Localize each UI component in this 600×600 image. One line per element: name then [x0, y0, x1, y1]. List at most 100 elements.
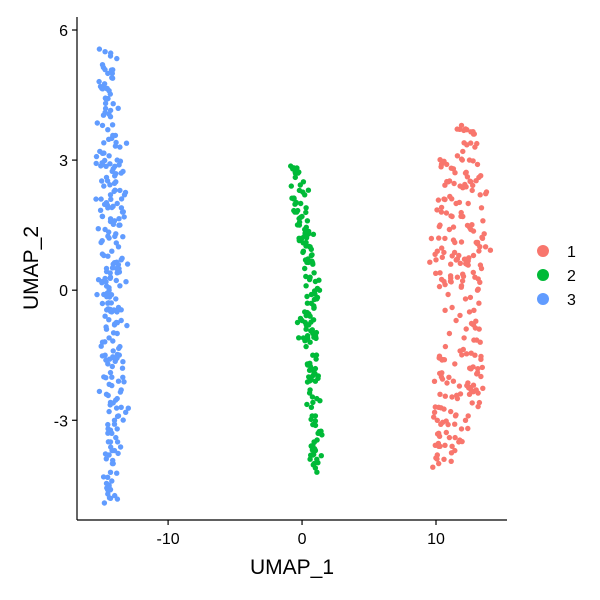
point-cluster-2: [292, 201, 298, 207]
point-cluster-1: [454, 126, 460, 132]
point-cluster-2: [318, 453, 324, 459]
point-cluster-1: [453, 317, 459, 324]
point-cluster-3: [109, 374, 115, 380]
point-cluster-2: [296, 335, 302, 341]
point-cluster-1: [472, 325, 479, 331]
point-cluster-2: [303, 235, 310, 241]
point-cluster-3: [114, 426, 120, 432]
point-cluster-3: [101, 183, 107, 189]
point-cluster-3: [116, 222, 122, 228]
point-cluster-1: [477, 192, 483, 198]
point-cluster-2: [307, 339, 313, 345]
point-cluster-1: [466, 309, 473, 315]
point-cluster-1: [483, 191, 489, 197]
point-cluster-1: [442, 442, 448, 448]
point-cluster-2: [312, 333, 319, 340]
point-cluster-1: [446, 226, 453, 233]
point-cluster-3: [102, 66, 108, 73]
point-cluster-1: [441, 357, 448, 363]
point-cluster-1: [464, 174, 471, 180]
point-cluster-1: [436, 443, 442, 449]
point-cluster-3: [118, 404, 124, 410]
point-cluster-3: [109, 204, 115, 211]
point-cluster-3: [106, 153, 112, 159]
point-cluster-3: [119, 255, 125, 261]
point-cluster-3: [110, 221, 117, 227]
point-cluster-3: [120, 234, 126, 240]
point-cluster-2: [307, 378, 313, 384]
point-cluster-1: [436, 223, 442, 230]
point-cluster-2: [306, 390, 313, 396]
x-tick-label: 0: [298, 531, 307, 548]
point-cluster-3: [104, 178, 111, 184]
point-cluster-1: [448, 458, 454, 464]
point-cluster-3: [109, 75, 116, 81]
point-cluster-2: [300, 189, 306, 195]
point-cluster-2: [308, 404, 315, 410]
point-cluster-1: [441, 456, 447, 462]
point-cluster-2: [309, 447, 316, 453]
point-cluster-3: [99, 178, 105, 184]
point-cluster-2: [304, 218, 311, 224]
point-cluster-1: [449, 394, 455, 400]
point-cluster-3: [113, 171, 119, 177]
point-cluster-1: [460, 346, 466, 353]
point-cluster-3: [111, 421, 118, 427]
point-cluster-1: [470, 129, 476, 135]
point-cluster-2: [305, 187, 312, 193]
point-cluster-2: [304, 401, 310, 408]
point-cluster-1: [478, 373, 484, 380]
legend: 1 2 3: [537, 244, 576, 309]
point-cluster-3: [101, 500, 108, 506]
point-cluster-2: [310, 231, 317, 237]
point-cluster-3: [103, 375, 109, 381]
point-cluster-1: [476, 399, 483, 406]
point-cluster-3: [98, 343, 104, 349]
x-tick-label: -10: [157, 531, 180, 548]
point-cluster-3: [96, 78, 102, 85]
point-cluster-3: [105, 430, 111, 436]
point-cluster-3: [109, 122, 116, 128]
point-cluster-1: [465, 200, 471, 207]
point-cluster-1: [427, 259, 433, 265]
point-cluster-3: [110, 67, 116, 73]
point-cluster-3: [114, 470, 120, 476]
point-cluster-1: [443, 429, 449, 436]
point-cluster-3: [113, 240, 120, 246]
point-cluster-3: [114, 413, 121, 419]
point-cluster-3: [110, 330, 117, 336]
point-cluster-2: [302, 319, 308, 326]
point-cluster-2: [297, 315, 304, 322]
point-cluster-1: [476, 300, 482, 306]
point-cluster-3: [96, 46, 103, 52]
point-cluster-1: [475, 286, 481, 292]
point-cluster-3: [113, 397, 119, 403]
legend-key-1: [537, 245, 549, 257]
point-cluster-1: [456, 199, 463, 206]
point-cluster-3: [113, 277, 120, 284]
point-cluster-1: [446, 330, 453, 337]
point-cluster-1: [432, 404, 438, 410]
point-cluster-2: [307, 456, 313, 462]
point-cluster-3: [110, 338, 116, 344]
point-cluster-2: [297, 182, 303, 188]
point-cluster-3: [106, 229, 112, 235]
point-cluster-3: [102, 451, 109, 457]
point-cluster-3: [109, 478, 115, 484]
point-cluster-1: [468, 320, 475, 327]
point-cluster-1: [480, 218, 486, 224]
point-cluster-1: [454, 392, 460, 398]
point-cluster-1: [487, 247, 494, 253]
point-cluster-3: [114, 439, 121, 445]
point-cluster-3: [101, 150, 107, 156]
point-cluster-1: [452, 434, 458, 441]
point-cluster-3: [98, 196, 104, 202]
point-cluster-1: [430, 464, 436, 470]
point-cluster-1: [438, 204, 445, 211]
point-cluster-3: [102, 49, 108, 55]
point-cluster-3: [105, 474, 111, 480]
point-cluster-1: [433, 270, 439, 276]
point-cluster-3: [125, 405, 131, 411]
point-cluster-1: [431, 378, 438, 384]
point-cluster-1: [442, 343, 449, 350]
